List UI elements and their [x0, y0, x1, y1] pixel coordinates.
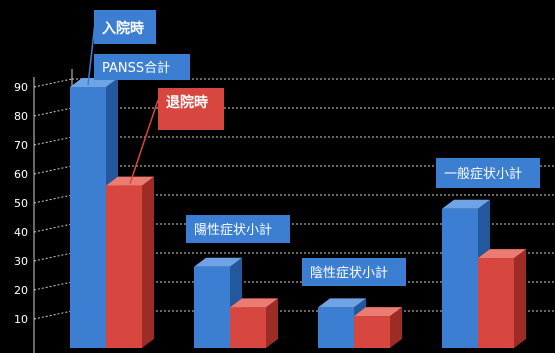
gridline-side — [33, 223, 73, 233]
y-tick-label: 70 — [14, 139, 28, 152]
gridline-side — [33, 78, 73, 88]
bar-front — [318, 307, 354, 348]
category-label-panss-text: PANSS合計 — [102, 60, 170, 76]
y-tick-label: 90 — [14, 81, 28, 94]
bar-front — [194, 266, 230, 348]
category-label-negative: 陰性症状小計 — [302, 258, 406, 286]
category-label-positive-text: 陽性症状小計 — [194, 222, 272, 238]
gridline-side — [33, 281, 73, 291]
bar-top — [442, 199, 490, 209]
bar-front — [70, 87, 106, 348]
y-tick-label: 50 — [14, 197, 28, 210]
bar-side — [142, 176, 154, 348]
gridline-side — [33, 136, 73, 146]
bar-top — [194, 257, 242, 267]
y-tick-label: 10 — [14, 313, 28, 326]
bar-top — [318, 298, 366, 308]
legend-discharge: 退院時 — [158, 88, 224, 130]
bar-front — [354, 316, 390, 348]
y-tick-label: 60 — [14, 168, 28, 181]
bar-top — [230, 298, 278, 308]
legend-discharge-leader — [129, 99, 159, 184]
category-label-negative-text: 陰性症状小計 — [310, 265, 388, 281]
bar-front — [106, 185, 142, 348]
gridline-side — [33, 252, 73, 262]
bars — [70, 78, 526, 348]
category-label-general: 一般症状小計 — [436, 158, 540, 188]
gridline-side — [33, 165, 73, 175]
category-label-general-text: 一般症状小計 — [444, 166, 522, 182]
bar-side — [390, 307, 402, 348]
y-axis: 10 20 30 40 50 60 70 80 90 — [14, 69, 73, 353]
bar-top — [478, 249, 526, 259]
y-tick-label: 30 — [14, 255, 28, 268]
bar-front — [230, 307, 266, 348]
bar-side — [514, 249, 526, 348]
y-tick-label: 20 — [14, 284, 28, 297]
bar-front — [478, 258, 514, 348]
category-label-positive: 陽性症状小計 — [186, 215, 290, 243]
legend-discharge-label: 退院時 — [166, 94, 208, 111]
legend-admission: 入院時 — [94, 10, 156, 44]
bar-discharge — [354, 307, 402, 348]
gridline-side — [33, 310, 73, 320]
bar-front — [442, 208, 478, 348]
bar-discharge — [478, 249, 526, 348]
y-tick-label: 40 — [14, 226, 28, 239]
bar-top — [354, 307, 402, 317]
bar-discharge — [230, 298, 278, 348]
gridline-side — [33, 194, 73, 204]
bar-discharge — [106, 176, 154, 348]
bar-side — [266, 298, 278, 348]
legend-admission-label: 入院時 — [102, 20, 144, 37]
bar-top — [70, 78, 118, 87]
category-label-panss: PANSS合計 — [94, 54, 190, 80]
bar-top — [106, 176, 154, 186]
gridline-side — [33, 107, 73, 117]
y-tick-label: 80 — [14, 110, 28, 123]
